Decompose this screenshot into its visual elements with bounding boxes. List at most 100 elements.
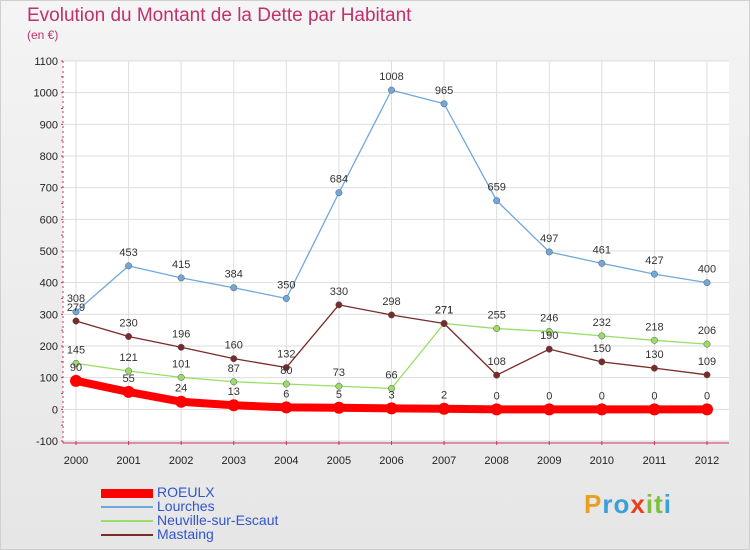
data-label: 271 <box>435 305 453 317</box>
y-tick-label: 600 <box>40 214 58 226</box>
data-label: 330 <box>330 286 348 298</box>
y-tick-label: 1000 <box>34 88 58 100</box>
data-point <box>177 343 185 351</box>
data-label: 350 <box>277 280 295 292</box>
data-point <box>335 301 343 309</box>
data-label: 24 <box>175 383 187 395</box>
y-tick-label: 900 <box>40 119 58 131</box>
data-label: 87 <box>228 363 240 375</box>
data-label: 255 <box>487 310 505 322</box>
data-label: 5 <box>336 389 342 401</box>
y-tick-label: 0 <box>52 404 58 416</box>
data-label: 461 <box>593 244 611 256</box>
data-label: 130 <box>645 349 663 361</box>
data-point <box>125 367 133 375</box>
data-point <box>385 402 398 415</box>
legend-swatch <box>101 534 153 536</box>
data-point <box>227 399 240 412</box>
legend: ROEULX Lourches Neuville-sur-Escaut Mastain… <box>101 484 361 542</box>
data-point <box>703 371 711 379</box>
legend-item: Lourches <box>101 498 361 514</box>
x-tick-label: 2009 <box>537 455 561 467</box>
data-label: 384 <box>225 269 243 281</box>
data-point <box>493 371 501 379</box>
data-label: 298 <box>382 296 400 308</box>
x-tick-label: 2001 <box>116 455 140 467</box>
data-label: 101 <box>172 358 190 370</box>
legend-swatch <box>101 520 153 522</box>
x-tick-label: 2003 <box>222 455 246 467</box>
data-label: 145 <box>67 344 85 356</box>
data-point <box>595 403 608 416</box>
data-point <box>388 86 395 94</box>
data-point <box>72 359 80 367</box>
data-label: 453 <box>119 247 137 259</box>
data-label: 109 <box>698 356 716 368</box>
data-point <box>230 284 238 292</box>
brand-logo: Proxiti <box>584 489 672 519</box>
y-tick-label: 500 <box>40 246 58 258</box>
legend-item: ROEULX <box>101 484 361 500</box>
data-label: 415 <box>172 259 190 271</box>
legend-label: Mastaing <box>157 526 214 542</box>
y-tick-label: 400 <box>40 278 58 290</box>
data-point <box>598 358 606 366</box>
data-label: 196 <box>172 328 190 340</box>
y-tick-label: 700 <box>40 183 58 195</box>
x-tick-label: 2007 <box>432 455 456 467</box>
y-tick-label: 1100 <box>34 56 58 68</box>
data-point <box>70 374 82 387</box>
data-point <box>282 364 290 371</box>
data-point <box>72 317 80 325</box>
data-label: 190 <box>540 330 558 342</box>
data-point <box>648 403 661 416</box>
data-label: 206 <box>698 325 716 337</box>
data-point <box>703 279 711 287</box>
x-tick-label: 2005 <box>327 455 351 467</box>
data-point <box>438 402 451 415</box>
data-label: 132 <box>277 349 295 361</box>
data-point <box>177 274 185 282</box>
data-point <box>280 401 293 414</box>
data-point <box>125 262 133 270</box>
data-label: 279 <box>67 302 85 314</box>
data-label: 232 <box>593 317 611 329</box>
data-label: 497 <box>540 233 558 245</box>
x-tick-label: 2012 <box>695 455 719 467</box>
data-label: 230 <box>119 318 137 330</box>
legend-item: Mastaing <box>101 526 361 542</box>
data-label: 108 <box>487 356 505 368</box>
y-tick-label: 100 <box>40 373 58 385</box>
x-tick-label: 2008 <box>484 455 508 467</box>
legend-item: Neuville-sur-Escaut <box>101 512 361 528</box>
data-point <box>175 395 188 408</box>
data-point <box>650 270 658 278</box>
data-label: 90 <box>70 362 82 374</box>
data-point <box>282 295 290 302</box>
data-label: 2 <box>441 390 447 402</box>
data-point <box>388 384 395 392</box>
data-label: 684 <box>330 174 348 186</box>
data-point <box>177 373 185 381</box>
data-label: 55 <box>122 373 134 385</box>
data-point <box>493 325 501 333</box>
data-point <box>545 248 553 256</box>
y-tick-label: 300 <box>40 309 58 321</box>
data-label: 308 <box>67 293 85 305</box>
data-label: 271 <box>435 305 453 317</box>
data-point <box>490 403 503 416</box>
x-tick-label: 2010 <box>590 455 614 467</box>
data-point <box>230 355 238 363</box>
chart-subtitle: (en €) <box>27 28 59 42</box>
legend-label: Lourches <box>157 498 215 514</box>
x-tick-label: 2000 <box>64 455 88 467</box>
data-point <box>440 100 448 108</box>
legend-label: ROEULX <box>157 484 215 500</box>
data-point <box>650 364 658 372</box>
data-label: 3 <box>388 389 394 401</box>
data-point <box>388 311 395 319</box>
data-point <box>72 308 80 316</box>
data-label: 427 <box>645 255 663 267</box>
data-point <box>545 327 553 335</box>
